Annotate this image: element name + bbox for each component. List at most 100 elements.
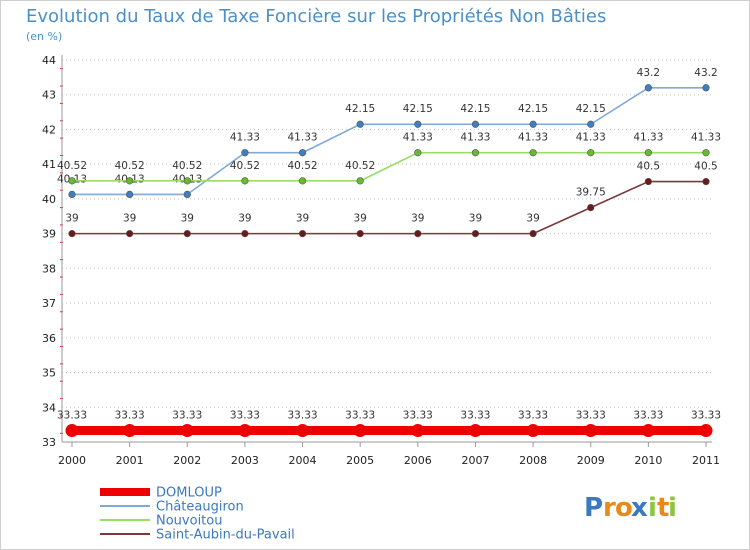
data-point-saint-aubin-du-pavail	[471, 230, 480, 238]
data-point-domloup	[411, 424, 425, 438]
logo-letter: t	[657, 493, 669, 523]
data-point-nouvoitou	[68, 177, 76, 185]
data-label-nouvoitou: 41.33	[633, 132, 663, 144]
data-point-domloup	[65, 424, 79, 438]
data-label-saint-aubin-du-pavail: 39	[123, 213, 136, 225]
data-label-saint-aubin-du-pavail: 39	[411, 213, 424, 225]
data-label-chateaugiron: 42.15	[345, 103, 375, 115]
data-label-domloup: 33.33	[230, 410, 260, 422]
data-label-domloup: 33.33	[691, 410, 721, 422]
data-point-domloup	[180, 424, 194, 438]
data-point-nouvoitou	[529, 149, 537, 157]
data-label-saint-aubin-du-pavail: 39.75	[576, 187, 606, 199]
data-label-nouvoitou: 40.52	[288, 160, 318, 172]
data-label-saint-aubin-du-pavail: 39	[238, 213, 251, 225]
y-tick-label: 42	[42, 123, 56, 136]
data-point-nouvoitou	[414, 149, 422, 157]
series-line-nouvoitou	[71, 151, 707, 182]
data-point-saint-aubin-du-pavail	[241, 230, 249, 238]
data-label-saint-aubin-du-pavail: 40.5	[637, 161, 660, 173]
logo-letter: o	[615, 493, 633, 523]
data-point-chateaugiron	[644, 84, 652, 92]
y-tick-label: 43	[42, 89, 56, 102]
data-point-saint-aubin-du-pavail	[68, 230, 76, 238]
data-label-nouvoitou: 41.33	[576, 132, 606, 144]
data-point-nouvoitou	[471, 149, 480, 157]
data-point-chateaugiron	[298, 149, 307, 157]
chart-subtitle: (en %)	[26, 30, 62, 43]
y-tick-label: 35	[42, 367, 56, 380]
data-label-nouvoitou: 41.33	[460, 132, 490, 144]
series-line-saint-aubin-du-pavail	[71, 180, 707, 235]
data-point-saint-aubin-du-pavail	[644, 177, 652, 186]
y-tick-label: 39	[42, 228, 56, 241]
y-tick-label: 40	[42, 193, 56, 206]
data-label-chateaugiron: 42.15	[403, 103, 433, 115]
y-tick-label: 36	[42, 332, 56, 345]
data-label-nouvoitou: 41.33	[518, 132, 548, 144]
data-label-saint-aubin-du-pavail: 39	[353, 213, 366, 225]
x-tick-label: 2011	[692, 454, 720, 467]
y-tick-label: 37	[42, 297, 56, 310]
data-point-saint-aubin-du-pavail	[529, 230, 537, 238]
data-label-domloup: 33.33	[460, 410, 490, 422]
logo-letter: i	[668, 493, 677, 523]
data-label-chateaugiron: 43.2	[637, 67, 660, 79]
data-label-chateaugiron: 41.33	[288, 132, 318, 144]
data-label-saint-aubin-du-pavail: 39	[181, 213, 194, 225]
data-label-nouvoitou: 41.33	[403, 132, 433, 144]
data-point-domloup	[584, 424, 598, 438]
x-tick-label: 2009	[577, 454, 605, 467]
data-label-domloup: 33.33	[57, 410, 87, 422]
y-tick-label: 34	[42, 401, 56, 414]
data-label-saint-aubin-du-pavail: 39	[296, 213, 309, 225]
x-tick-label: 2006	[404, 454, 432, 467]
x-tick-label: 2000	[58, 454, 86, 467]
x-tick-label: 2007	[461, 454, 489, 467]
legend-label-saint-aubin-du-pavail: Saint-Aubin-du-Pavail	[156, 528, 295, 543]
data-point-saint-aubin-du-pavail	[702, 177, 710, 186]
data-point-chateaugiron	[471, 120, 480, 128]
legend-label-domloup: DOMLOUP	[156, 486, 222, 501]
data-point-saint-aubin-du-pavail	[356, 230, 364, 238]
data-label-chateaugiron: 42.15	[576, 103, 606, 115]
y-tick-label: 44	[42, 54, 56, 67]
data-point-chateaugiron	[183, 190, 191, 198]
chart-title: Evolution du Taux de Taxe Foncière sur l…	[26, 6, 606, 27]
data-point-domloup	[526, 424, 540, 438]
legend: DOMLOUPChâteaugironNouvoitouSaint-Aubin-…	[100, 486, 295, 543]
logo-letter: r	[603, 493, 616, 523]
data-label-chateaugiron: 42.15	[518, 103, 548, 115]
data-label-nouvoitou: 40.52	[345, 160, 375, 172]
legend-label-chateaugiron: Châteaugiron	[156, 500, 244, 515]
data-point-nouvoitou	[241, 177, 249, 185]
data-label-nouvoitou: 40.52	[115, 160, 145, 172]
data-label-nouvoitou: 40.52	[57, 160, 87, 172]
data-point-chateaugiron	[241, 149, 249, 157]
x-tick-label: 2010	[634, 454, 662, 467]
data-point-nouvoitou	[126, 177, 134, 185]
data-point-chateaugiron	[587, 120, 595, 128]
data-label-domloup: 33.33	[345, 410, 375, 422]
data-label-saint-aubin-du-pavail: 40.5	[694, 161, 717, 173]
data-point-domloup	[699, 424, 713, 438]
data-point-chateaugiron	[356, 120, 364, 128]
data-label-saint-aubin-du-pavail: 39	[526, 213, 539, 225]
y-tick-label: 41	[42, 158, 56, 171]
data-label-domloup: 33.33	[172, 410, 202, 422]
data-label-chateaugiron: 42.15	[460, 103, 490, 115]
x-tick-label: 2002	[173, 454, 201, 467]
series-line-chateaugiron	[71, 86, 707, 196]
data-label-domloup: 33.33	[576, 410, 606, 422]
logo-letter: P	[584, 493, 603, 523]
x-tick-label: 2001	[116, 454, 144, 467]
data-label-chateaugiron: 41.33	[230, 132, 260, 144]
y-tick-label: 33	[42, 436, 56, 449]
logo-letter: i	[648, 493, 657, 523]
data-label-saint-aubin-du-pavail: 39	[469, 213, 482, 225]
data-point-domloup	[238, 424, 252, 438]
data-point-nouvoitou	[183, 177, 191, 185]
data-point-nouvoitou	[298, 177, 307, 185]
data-point-domloup	[296, 424, 310, 438]
